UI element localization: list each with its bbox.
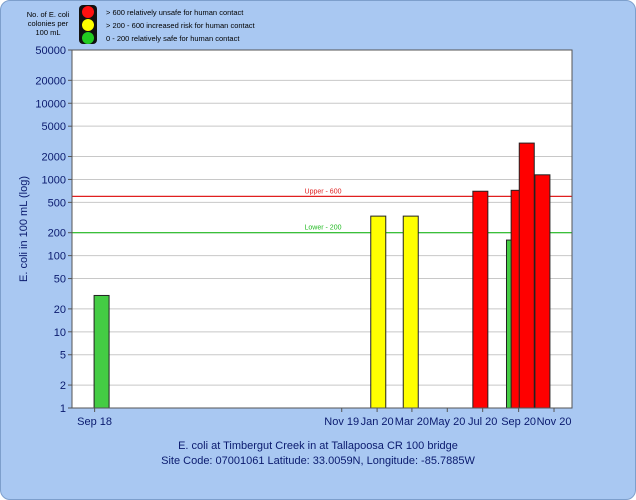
legend-caption: No. of E. coli colonies per 100 mL (22, 10, 74, 37)
y-axis-label: E. coli in 100 mL (log) (18, 176, 30, 282)
red-lamp-icon (82, 6, 94, 18)
bar (402, 215, 419, 409)
x-tick-label: Sep 20 (501, 416, 536, 428)
plot-border (71, 49, 573, 409)
y-tick-label: 50 (54, 274, 66, 286)
y-tick-label: 2000 (42, 152, 66, 164)
bar (472, 190, 489, 409)
chart-title: E. coli at Timbergut Creek in at Tallapo… (178, 440, 458, 452)
bar (534, 174, 551, 409)
legend-item-safe: 0 - 200 relatively safe for human contac… (106, 34, 240, 43)
y-tick-label: 20000 (35, 75, 66, 87)
threshold-label: Upper - 600 (305, 188, 342, 195)
legend-caption-line: 100 mL (35, 28, 61, 37)
green-lamp-icon (82, 32, 94, 44)
site-info: Site Code: 07001061 Latitude: 33.0059N, … (161, 455, 475, 467)
x-tick-label: Nov 19 (324, 416, 359, 428)
x-axis-ticks: Sep 18 Nov 19 Jan 20 Mar 20 May 20 Jul 20 Sep … (77, 408, 571, 428)
bar (370, 215, 387, 409)
legend-item-increased-risk: > 200 - 600 increased risk for human con… (106, 21, 255, 30)
bar-series (93, 142, 551, 409)
y-tick-label: 20 (54, 304, 66, 316)
x-tick-label: Jul 20 (468, 416, 497, 428)
x-tick-label: Nov 20 (537, 416, 572, 428)
y-tick-label: 10 (54, 327, 66, 339)
x-tick-label: May 20 (429, 416, 465, 428)
bar (93, 294, 110, 409)
y-tick-label: 500 (48, 197, 66, 209)
plot-area (72, 50, 572, 408)
y-tick-label: 200 (48, 228, 66, 240)
y-tick-label: 5 (60, 350, 66, 362)
legend-caption-line: No. of E. coli (26, 10, 70, 19)
y-tick-label: 50000 (35, 45, 66, 57)
yellow-lamp-icon (82, 19, 94, 31)
x-tick-label: Mar 20 (395, 416, 429, 428)
y-tick-label: 1000 (42, 174, 66, 186)
legend: No. of E. coli colonies per 100 mL > 600… (0, 0, 320, 46)
y-tick-label: 100 (48, 251, 66, 263)
legend-item-unsafe: > 600 relatively unsafe for human contac… (106, 8, 244, 17)
y-tick-label: 10000 (35, 98, 66, 110)
x-tick-label: Sep 18 (77, 416, 112, 428)
legend-caption-line: colonies per (27, 19, 69, 28)
y-axis-ticks: 1 2 5 10 20 50 100 200 500 1000 2000 5000 10000 20000… (35, 45, 72, 415)
y-tick-label: 1 (60, 403, 66, 415)
threshold-label: Lower - 200 (305, 225, 342, 232)
traffic-light-icon (79, 5, 97, 44)
bar (518, 142, 535, 409)
y-tick-label: 5000 (42, 121, 66, 133)
threshold-lines: Upper - 600 Lower - 200 (72, 188, 572, 234)
y-tick-label: 2 (60, 380, 66, 392)
x-tick-label: Jan 20 (361, 416, 394, 428)
